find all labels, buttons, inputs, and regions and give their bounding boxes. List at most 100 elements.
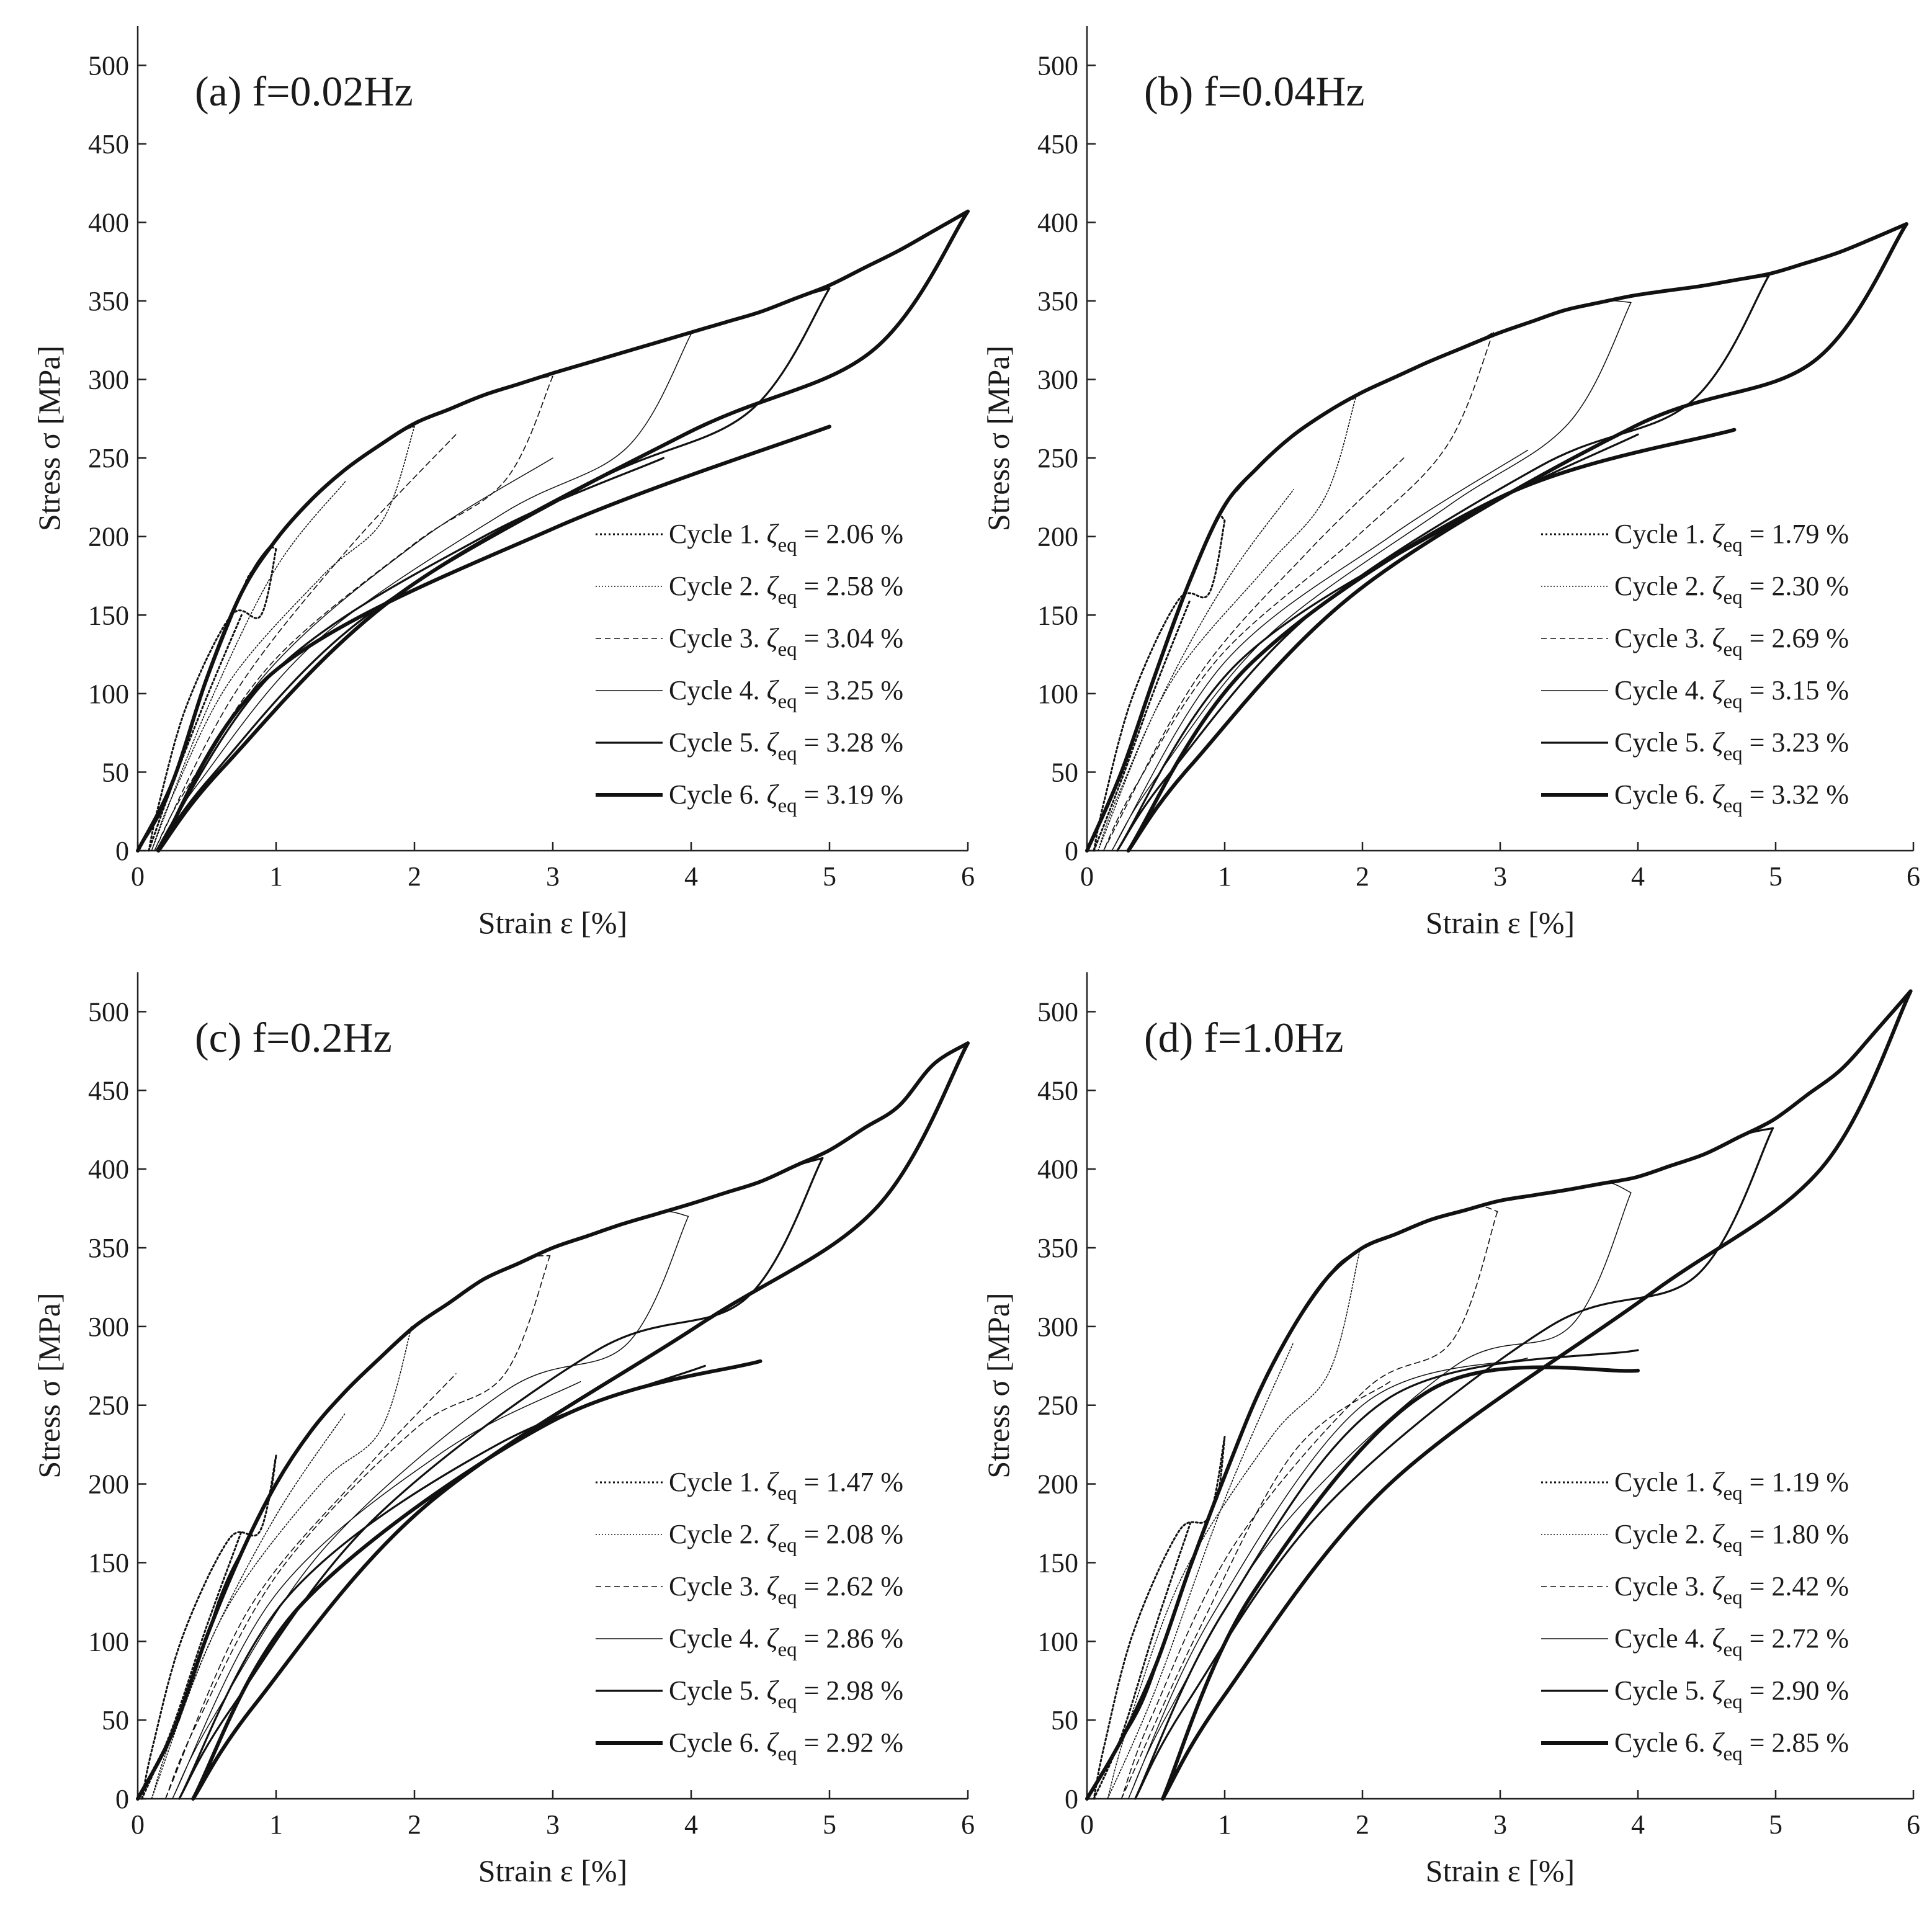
legend-entry: Cycle 2. ζeq = 1.80 % <box>1614 1519 1849 1557</box>
x-tick-label: 5 <box>823 1809 836 1840</box>
y-tick-label: 250 <box>88 1391 129 1421</box>
y-tick-label: 250 <box>1037 443 1078 473</box>
legend-entry: Cycle 2. ζeq = 2.08 % <box>669 1519 903 1557</box>
panel-title: (d) f=1.0Hz <box>1144 1014 1344 1061</box>
x-tick-label: 5 <box>1769 1809 1782 1840</box>
y-tick-label: 500 <box>88 997 129 1027</box>
y-tick-label: 300 <box>88 365 129 395</box>
chart-panel-1: 0 1 2 3 4 5 6 0 50 100 150 200 250 300 350 400 450 500 Str… <box>32 26 975 940</box>
x-axis-label: Strain ε [%] <box>1426 905 1575 940</box>
series-line-cycle-6 <box>136 1041 970 1801</box>
x-tick-label: 0 <box>131 1809 145 1840</box>
legend-entry: Cycle 1. ζeq = 1.47 % <box>669 1467 903 1505</box>
chart-panel-3: 0 1 2 3 4 5 6 0 50 100 150 200 250 300 350 400 450 500 Str… <box>32 972 975 1888</box>
y-tick-label: 100 <box>1037 679 1078 709</box>
x-tick-label: 1 <box>1218 1809 1232 1840</box>
legend-entry: Cycle 4. ζeq = 3.25 % <box>669 675 903 713</box>
y-tick-label: 450 <box>1037 129 1078 159</box>
x-tick-label: 0 <box>1080 861 1094 892</box>
y-tick-label: 100 <box>88 1626 129 1657</box>
legend-entry: Cycle 4. ζeq = 3.15 % <box>1614 675 1849 713</box>
legend-entry: Cycle 6. ζeq = 2.92 % <box>669 1727 903 1765</box>
y-axis-label: Stress σ [MPa] <box>32 346 66 531</box>
y-tick-label: 500 <box>1037 50 1078 81</box>
y-tick-label: 50 <box>102 757 129 787</box>
legend-entry: Cycle 4. ζeq = 2.72 % <box>1614 1623 1849 1661</box>
x-axis-label: Strain ε [%] <box>1426 1853 1575 1888</box>
x-tick-label: 1 <box>1218 861 1232 892</box>
legend-entry: Cycle 5. ζeq = 3.28 % <box>669 727 903 765</box>
x-tick-label: 6 <box>961 1809 975 1840</box>
y-tick-label: 300 <box>1037 1312 1078 1342</box>
y-tick-label: 150 <box>1037 600 1078 630</box>
series-line-cycle-6 <box>1085 989 1913 1801</box>
y-tick-label: 150 <box>88 1547 129 1578</box>
x-tick-label: 3 <box>546 1809 560 1840</box>
y-tick-label: 200 <box>88 522 129 552</box>
y-tick-label: 450 <box>88 1075 129 1106</box>
y-tick-label: 0 <box>115 1784 129 1814</box>
x-tick-label: 0 <box>131 861 145 892</box>
y-tick-label: 500 <box>88 50 129 81</box>
legend-entry: Cycle 5. ζeq = 3.23 % <box>1614 727 1849 765</box>
x-tick-label: 2 <box>408 1809 421 1840</box>
x-tick-label: 3 <box>546 861 560 892</box>
legend-entry: Cycle 6. ζeq = 2.85 % <box>1614 1727 1849 1765</box>
series-line-cycle-6 <box>1085 222 1908 853</box>
y-axis-label: Stress σ [MPa] <box>981 1292 1016 1478</box>
y-tick-label: 50 <box>1051 757 1078 787</box>
legend-entry: Cycle 6. ζeq = 3.19 % <box>669 779 903 817</box>
x-axis-label: Strain ε [%] <box>478 905 627 940</box>
chart-panel-2: 0 1 2 3 4 5 6 0 50 100 150 200 250 300 350 400 450 500 Str… <box>981 26 1920 940</box>
x-tick-label: 0 <box>1080 1809 1094 1840</box>
legend-entry: Cycle 1. ζeq = 2.06 % <box>669 519 903 557</box>
x-tick-label: 4 <box>1631 1809 1645 1840</box>
y-tick-label: 200 <box>1037 1469 1078 1500</box>
y-tick-label: 50 <box>1051 1705 1078 1736</box>
y-tick-label: 350 <box>88 286 129 316</box>
y-tick-label: 200 <box>1037 522 1078 552</box>
legend-entry: Cycle 3. ζeq = 3.04 % <box>669 623 903 661</box>
y-tick-label: 400 <box>88 1154 129 1185</box>
y-axis-label: Stress σ [MPa] <box>981 346 1016 531</box>
y-tick-label: 400 <box>88 207 129 238</box>
legend-entry: Cycle 3. ζeq = 2.42 % <box>1614 1571 1849 1609</box>
x-tick-label: 1 <box>269 861 283 892</box>
y-tick-label: 0 <box>1065 836 1078 866</box>
x-tick-label: 3 <box>1493 861 1507 892</box>
legend-entry: Cycle 2. ζeq = 2.30 % <box>1614 571 1849 609</box>
y-tick-label: 100 <box>1037 1626 1078 1657</box>
legend-entry: Cycle 1. ζeq = 1.79 % <box>1614 519 1849 557</box>
legend-entry: Cycle 3. ζeq = 2.69 % <box>1614 623 1849 661</box>
y-tick-label: 250 <box>88 443 129 473</box>
series-line-cycle-6 <box>136 209 970 853</box>
x-tick-label: 2 <box>1356 1809 1369 1840</box>
x-tick-label: 3 <box>1493 1809 1507 1840</box>
panel-title: (c) f=0.2Hz <box>195 1014 392 1061</box>
y-tick-label: 100 <box>88 679 129 709</box>
x-tick-label: 2 <box>408 861 421 892</box>
x-tick-label: 4 <box>684 1809 698 1840</box>
x-axis-label: Strain ε [%] <box>478 1853 627 1888</box>
x-tick-label: 5 <box>823 861 836 892</box>
x-tick-label: 6 <box>1907 1809 1920 1840</box>
legend-entry: Cycle 2. ζeq = 2.58 % <box>669 571 903 609</box>
x-tick-label: 4 <box>1631 861 1645 892</box>
x-tick-label: 6 <box>1907 861 1920 892</box>
legend-entry: Cycle 6. ζeq = 3.32 % <box>1614 779 1849 817</box>
x-tick-label: 1 <box>269 1809 283 1840</box>
y-tick-label: 150 <box>1037 1547 1078 1578</box>
legend-entry: Cycle 1. ζeq = 1.19 % <box>1614 1467 1849 1505</box>
y-tick-label: 0 <box>115 836 129 866</box>
y-tick-label: 400 <box>1037 1154 1078 1185</box>
x-tick-label: 4 <box>684 861 698 892</box>
y-tick-label: 150 <box>88 600 129 630</box>
x-tick-label: 5 <box>1769 861 1782 892</box>
y-tick-label: 0 <box>1065 1784 1078 1814</box>
y-tick-label: 300 <box>88 1312 129 1342</box>
y-tick-label: 450 <box>88 129 129 159</box>
y-tick-label: 250 <box>1037 1391 1078 1421</box>
x-tick-label: 2 <box>1356 861 1369 892</box>
legend-entry: Cycle 5. ζeq = 2.98 % <box>669 1675 903 1713</box>
